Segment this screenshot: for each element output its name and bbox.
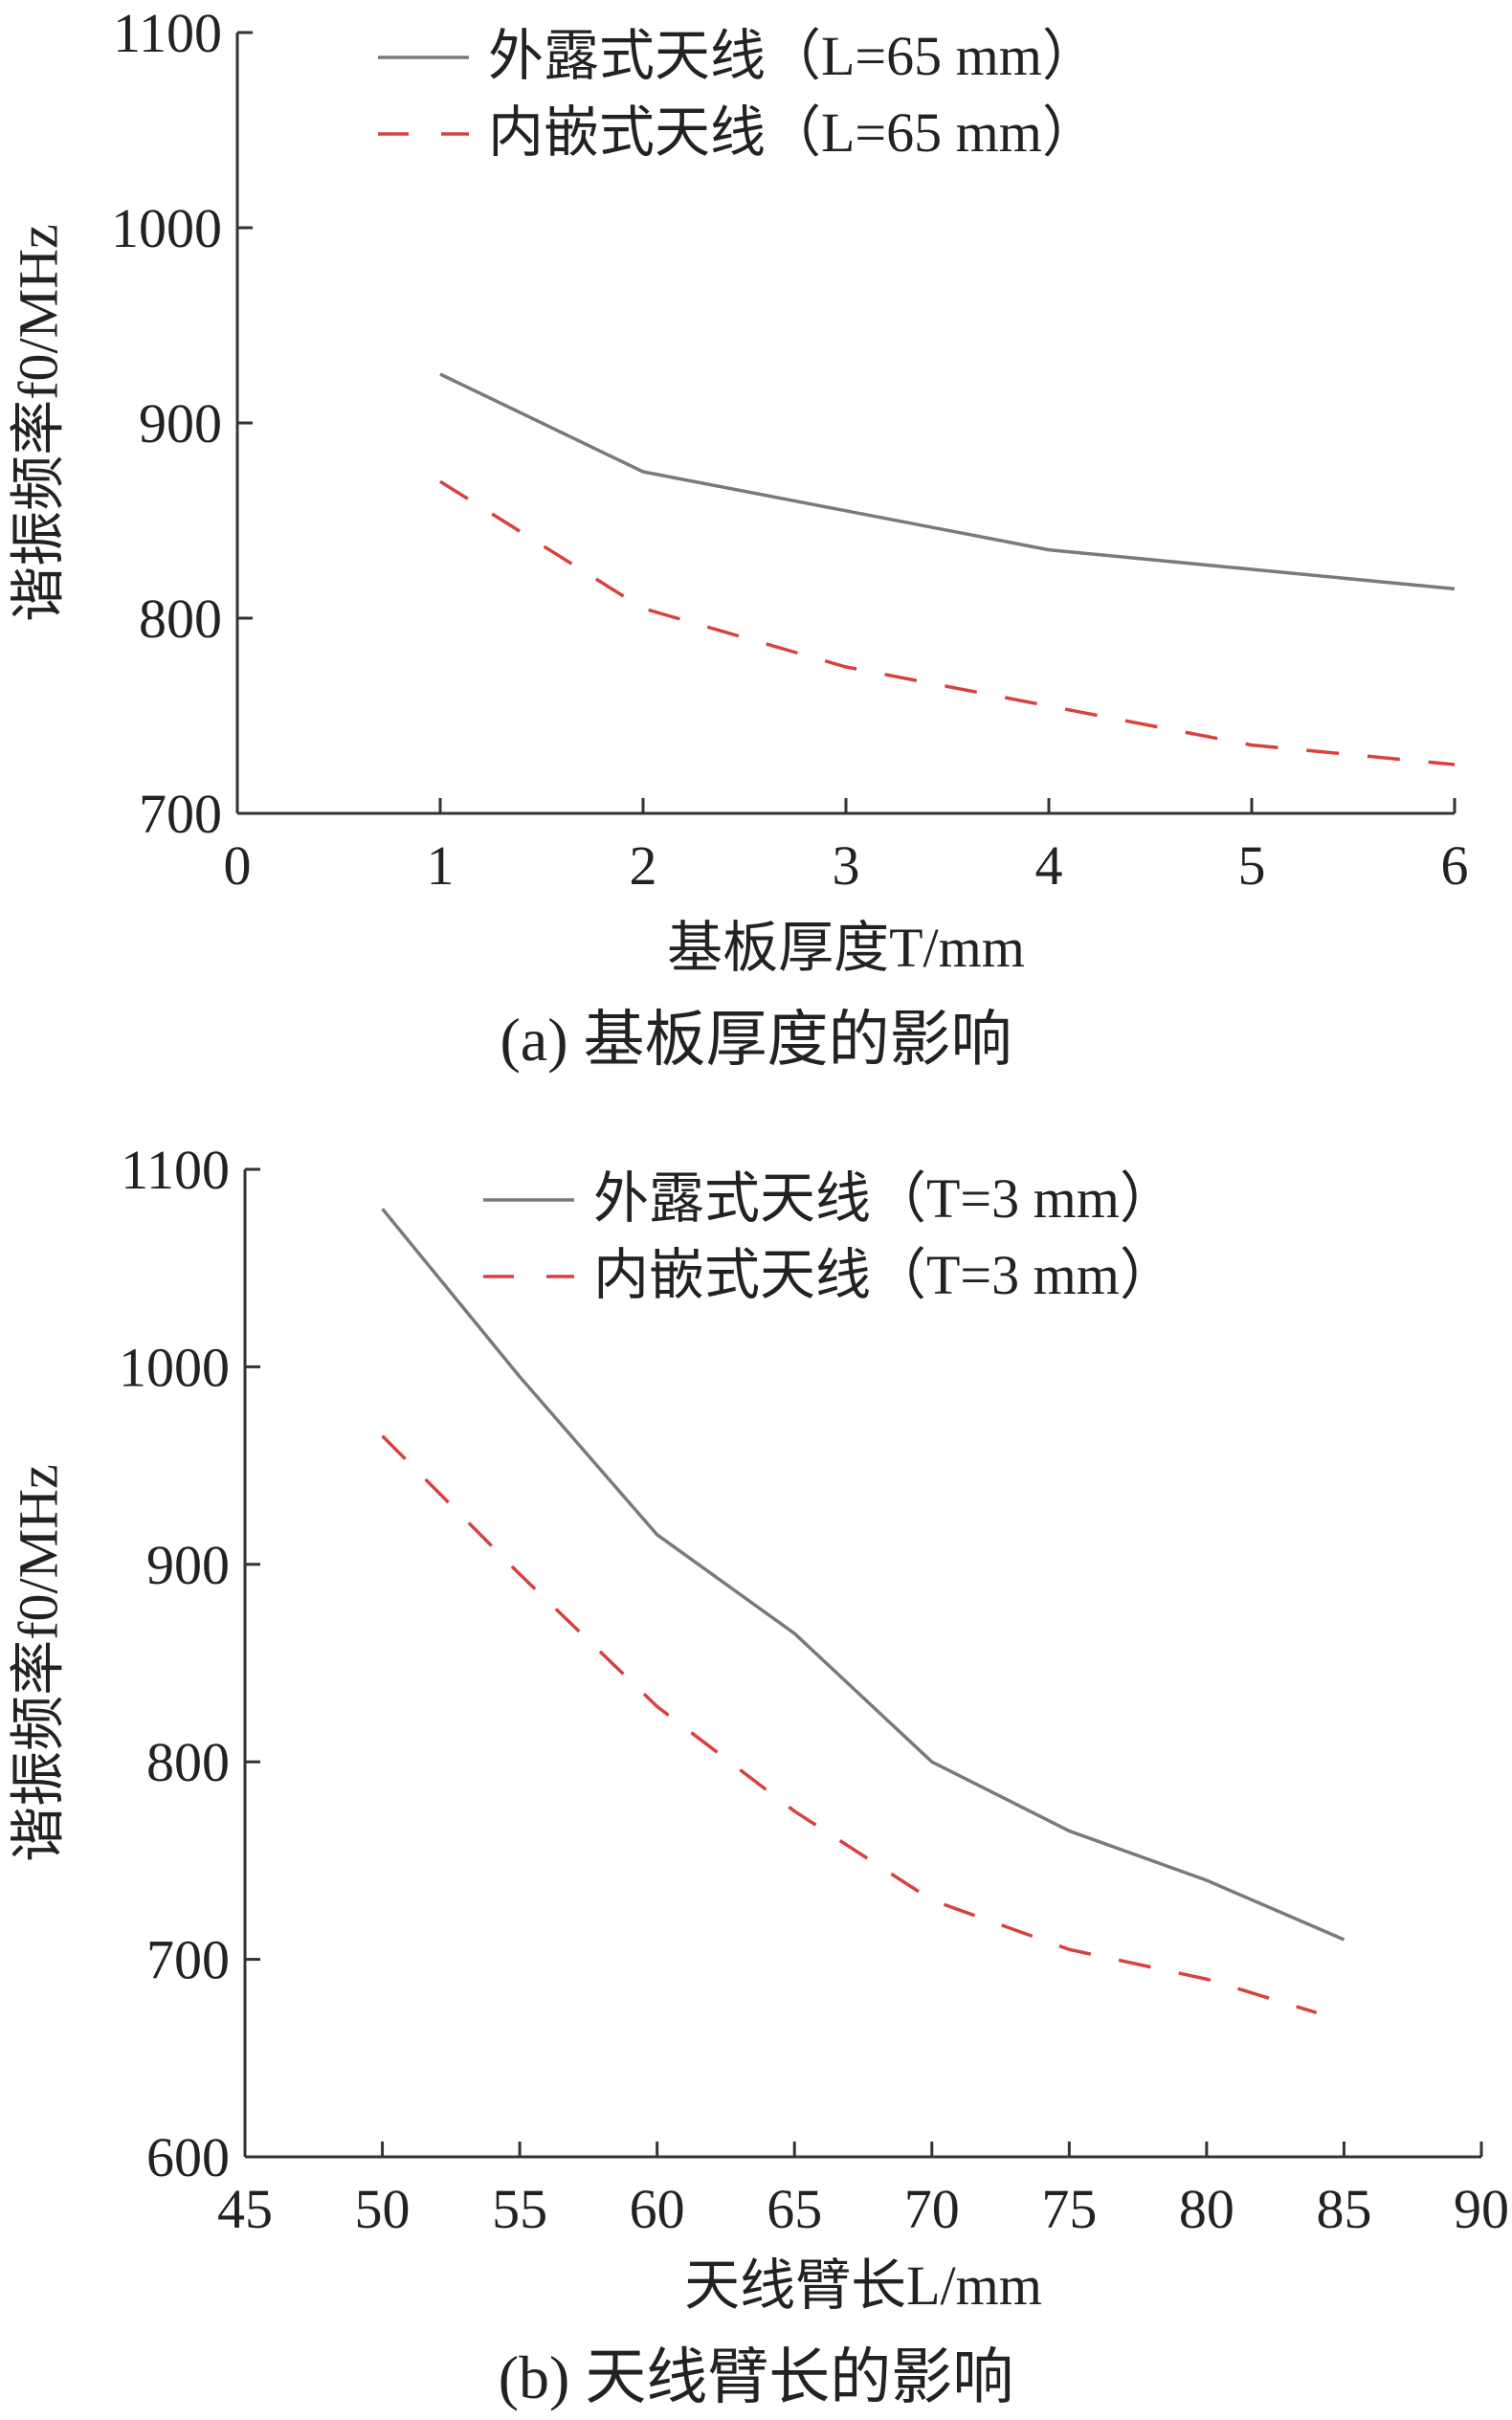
x-tick-label: 5 xyxy=(1238,834,1266,897)
y-tick-label: 700 xyxy=(139,783,222,845)
y-tick-label: 700 xyxy=(146,1929,230,1991)
series-line-exposed xyxy=(381,1208,1345,1942)
y-tick-label: 1100 xyxy=(121,1139,230,1201)
y-tick-label: 800 xyxy=(139,588,222,650)
x-axis-title: 天线臂长L/mm xyxy=(684,2254,1042,2317)
y-axis-title: 谐振频率f0/MHz xyxy=(7,224,69,622)
legend-label: 外露式天线（L=65 mm） xyxy=(488,25,1098,87)
figure-caption: (a) 基板厚度的影响 xyxy=(500,1006,1012,1074)
legend-label: 外露式天线（T=3 mm） xyxy=(593,1167,1175,1230)
x-tick-label: 85 xyxy=(1316,2178,1371,2240)
figure-caption: (b) 天线臂长的影响 xyxy=(499,2343,1014,2411)
x-tick-label: 75 xyxy=(1041,2178,1097,2240)
x-tick-label: 3 xyxy=(833,834,860,897)
legend-label: 内嵌式天线（L=65 mm） xyxy=(488,101,1098,164)
series-line-exposed xyxy=(439,372,1456,591)
x-tick-label: 70 xyxy=(904,2178,960,2240)
x-axis-title: 基板厚度T/mm xyxy=(667,917,1025,979)
y-tick-label: 800 xyxy=(146,1731,230,1793)
y-tick-label: 1000 xyxy=(119,1336,230,1398)
y-tick-label: 1100 xyxy=(113,2,222,64)
x-tick-label: 2 xyxy=(630,834,657,897)
y-tick-label: 600 xyxy=(146,2126,230,2188)
x-tick-label: 50 xyxy=(355,2178,411,2240)
legend-label: 内嵌式天线（T=3 mm） xyxy=(593,1244,1175,1306)
x-tick-label: 0 xyxy=(224,834,252,897)
x-tick-label: 90 xyxy=(1454,2178,1509,2240)
x-tick-label: 45 xyxy=(217,2178,273,2240)
chart-b: 45 50 55 60 65 70 75 80 85 90 600 700 800 900 1000 1100… xyxy=(7,1139,1509,2411)
series-line-embedded xyxy=(381,1434,1318,2015)
x-tick-label: 6 xyxy=(1441,834,1469,897)
series-line-embedded xyxy=(439,479,1456,766)
y-axis-title: 谐振频率f0/MHz xyxy=(7,1464,69,1862)
x-tick-label: 1 xyxy=(427,834,455,897)
x-tick-label: 55 xyxy=(492,2178,547,2240)
x-tick-label: 80 xyxy=(1179,2178,1234,2240)
y-tick-label: 900 xyxy=(139,392,222,455)
y-tick-label: 900 xyxy=(146,1534,230,1596)
chart-a: 0 1 2 3 4 5 6 700 800 900 1000 1100 外露式天线（L=65 mm） 内嵌… xyxy=(7,2,1468,1074)
y-tick-label: 1000 xyxy=(111,197,222,259)
x-tick-label: 60 xyxy=(630,2178,685,2240)
x-tick-label: 65 xyxy=(767,2178,822,2240)
x-tick-label: 4 xyxy=(1035,834,1063,897)
